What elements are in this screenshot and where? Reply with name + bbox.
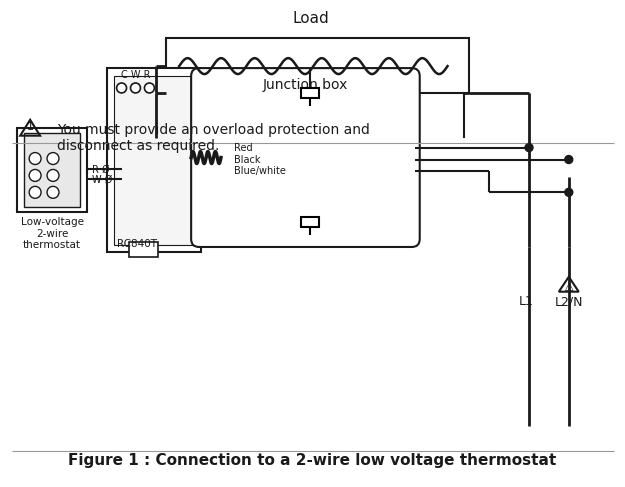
Circle shape [47, 169, 59, 181]
Circle shape [29, 152, 41, 165]
Text: C W R: C W R [121, 70, 150, 80]
Text: Red: Red [234, 143, 253, 152]
Circle shape [117, 83, 126, 93]
Bar [129, 242, 158, 257]
FancyBboxPatch shape [191, 68, 420, 247]
Circle shape [525, 144, 533, 151]
Text: Load: Load [292, 11, 329, 26]
Bar [24, 132, 80, 207]
Text: Blue/white: Blue/white [234, 167, 286, 176]
Text: Black: Black [234, 154, 261, 165]
Bar [114, 76, 193, 245]
Circle shape [565, 188, 572, 196]
Circle shape [47, 187, 59, 198]
Circle shape [29, 169, 41, 181]
Text: △: △ [564, 282, 573, 292]
Text: You must provide an overload protection and
disconnect as required.: You must provide an overload protection … [57, 123, 370, 153]
Text: 1: 1 [27, 122, 34, 131]
Text: R Ø: R Ø [92, 165, 109, 174]
Text: Figure 1 : Connection to a 2-wire low voltage thermostat: Figure 1 : Connection to a 2-wire low vo… [68, 452, 556, 468]
Circle shape [47, 152, 59, 165]
Circle shape [131, 83, 141, 93]
Bar [301, 217, 319, 227]
Text: Junction box: Junction box [262, 78, 348, 92]
Circle shape [29, 187, 41, 198]
Bar [107, 68, 201, 252]
Text: W Ø: W Ø [92, 174, 112, 185]
Circle shape [144, 83, 154, 93]
Bar [18, 128, 87, 212]
Text: Low-voltage
2-wire
thermostat: Low-voltage 2-wire thermostat [21, 217, 84, 250]
Text: L2/N: L2/N [554, 295, 583, 308]
Circle shape [565, 155, 572, 164]
Bar [301, 88, 319, 98]
Text: L1: L1 [519, 295, 534, 308]
Text: RC840T: RC840T [117, 239, 157, 249]
Bar [166, 38, 469, 93]
